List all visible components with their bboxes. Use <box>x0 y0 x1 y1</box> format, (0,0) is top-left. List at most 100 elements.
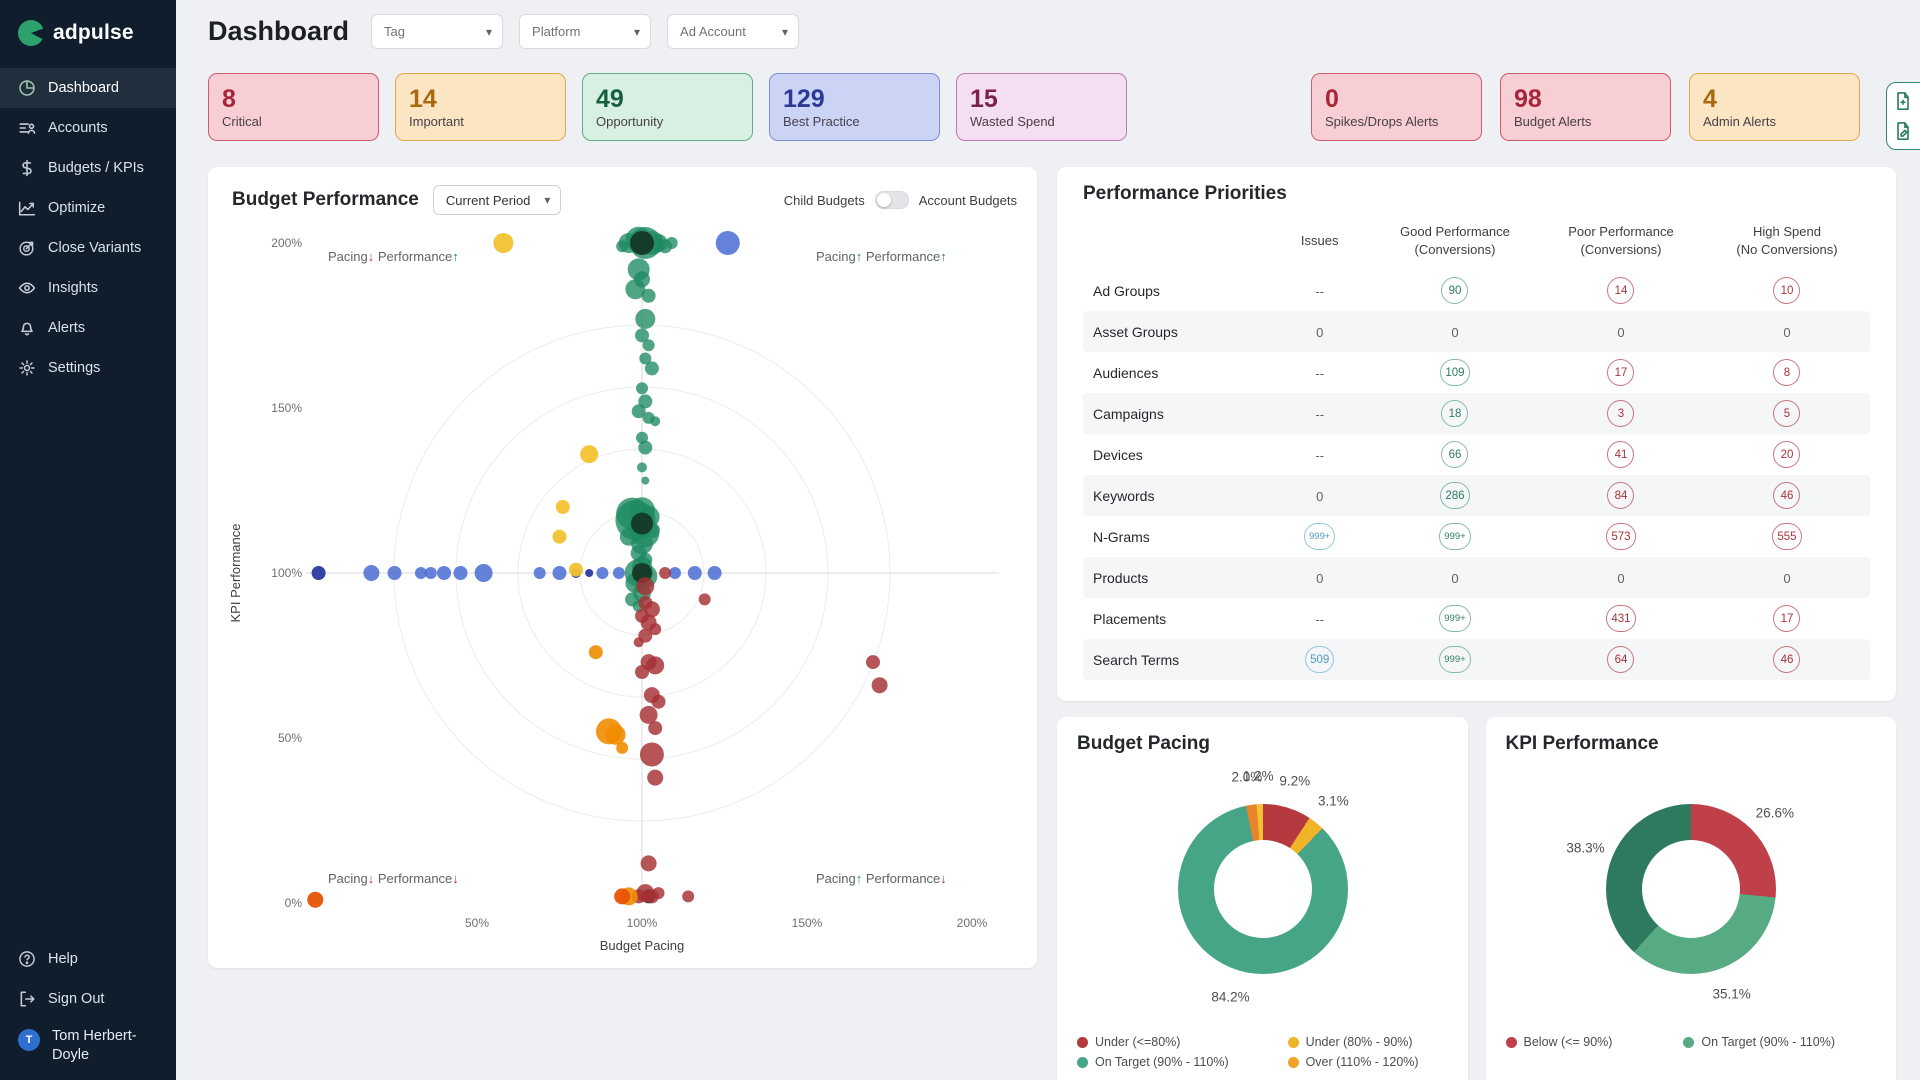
count-badge[interactable]: 999+ <box>1439 523 1471 551</box>
filter-ad-account[interactable]: Ad Account ▾ <box>667 14 800 49</box>
sidebar-item-label: Help <box>48 950 78 967</box>
stat-value: 49 <box>596 84 624 113</box>
count-badge[interactable]: 14 <box>1607 277 1635 305</box>
accounts-icon <box>18 119 36 137</box>
count-badge[interactable]: 84 <box>1607 482 1635 510</box>
count-badge[interactable]: 431 <box>1606 605 1636 633</box>
kpi-performance-title: KPI Performance <box>1505 733 1659 754</box>
cell-value: 0 <box>1451 324 1459 340</box>
count-badge[interactable]: 46 <box>1773 482 1801 510</box>
count-badge[interactable]: 17 <box>1773 605 1801 633</box>
count-badge[interactable]: 999+ <box>1439 605 1471 633</box>
toggle-left-label: Child Budgets <box>783 192 865 208</box>
cell-value: -- <box>1315 447 1325 463</box>
count-badge[interactable]: 10 <box>1773 277 1801 305</box>
count-badge[interactable]: 999+ <box>1439 646 1471 674</box>
table-row: Keywords 0 286 84 46 <box>1083 475 1870 517</box>
cell-value: -- <box>1315 283 1325 299</box>
legend-dot <box>1505 1036 1517 1048</box>
sidebar-item-help[interactable]: Help <box>0 939 176 979</box>
user-row[interactable]: T Tom Herbert-Doyle <box>0 1019 176 1066</box>
count-badge[interactable]: 109 <box>1440 359 1470 387</box>
count-badge[interactable]: 90 <box>1441 277 1469 305</box>
row-label: Ad Groups <box>1093 282 1160 299</box>
sidebar-item-insights[interactable]: Insights <box>0 268 176 308</box>
table-row: Audiences -- 109 17 8 <box>1083 352 1870 393</box>
sidebar-item-label: Settings <box>48 360 101 376</box>
count-badge[interactable]: 3 <box>1607 400 1635 428</box>
slice-percent-label: 26.6% <box>1755 805 1794 821</box>
count-badge[interactable]: 64 <box>1607 646 1635 674</box>
sidebar-item-dashboard[interactable]: Dashboard <box>0 68 176 108</box>
sidebar: adpulse Dashboard Accounts Budgets / KPIs O… <box>0 0 176 1080</box>
count-badge[interactable]: 999+ <box>1304 523 1336 551</box>
main-content: Dashboard Tag ▾ Platform ▾ Ad Account ▾ 8 Crit… <box>176 0 1920 1080</box>
sidebar-item-budgets-kpis[interactable]: Budgets / KPIs <box>0 148 176 188</box>
stat-card-budget-alerts[interactable]: 98 Budget Alerts <box>1500 73 1671 141</box>
filter-label: Tag <box>384 24 405 39</box>
stat-card-important[interactable]: 14 Important <box>395 73 566 141</box>
chevron-down-icon: ▾ <box>634 24 641 39</box>
chevron-down-icon: ▾ <box>486 24 493 39</box>
cell-value: 0 <box>1316 488 1324 504</box>
count-badge[interactable]: 555 <box>1772 523 1802 551</box>
stat-card-best-practice[interactable]: 129 Best Practice <box>769 73 940 141</box>
optimize-icon <box>18 199 36 217</box>
count-badge[interactable]: 509 <box>1305 646 1335 674</box>
count-badge[interactable]: 8 <box>1773 359 1801 387</box>
slice-percent-label: 35.1% <box>1712 986 1751 1002</box>
kpi-performance-card: KPI Performance 26.6% 35.1% 38.3% Below (<… <box>1485 717 1896 1080</box>
cell-value: 0 <box>1316 324 1324 340</box>
period-selector[interactable]: Current Period ▾ <box>432 185 562 215</box>
stat-card-wasted-spend[interactable]: 15 Wasted Spend <box>956 73 1127 141</box>
file-edit-icon[interactable] <box>1893 121 1913 141</box>
budget-toggle-wrap: Child Budgets Account Budgets <box>784 191 1017 209</box>
row-label: Products <box>1093 569 1149 586</box>
budget-scope-toggle[interactable] <box>874 191 909 209</box>
count-badge[interactable]: 66 <box>1441 441 1469 469</box>
sidebar-item-label: Accounts <box>48 120 108 136</box>
slice-percent-label: 3.1% <box>1317 793 1349 809</box>
file-plus-icon[interactable] <box>1893 91 1913 111</box>
count-badge[interactable]: 20 <box>1773 441 1801 469</box>
sidebar-item-label: Budgets / KPIs <box>48 160 144 176</box>
filter-tag[interactable]: Tag ▾ <box>371 14 504 49</box>
count-badge[interactable]: 17 <box>1607 359 1635 387</box>
legend-item: Under (80% - 90%) <box>1287 1035 1448 1049</box>
svg-text:Pacing↓ Performance↓: Pacing↓ Performance↓ <box>328 871 459 886</box>
sidebar-item-alerts[interactable]: Alerts <box>0 308 176 348</box>
budget-pacing-card: Budget Pacing 9.2% 3.1% 84.2% 2.0% 1.2% Unde… <box>1057 717 1468 1080</box>
sidebar-item-accounts[interactable]: Accounts <box>0 108 176 148</box>
count-badge[interactable]: 46 <box>1773 646 1801 674</box>
stat-card-critical[interactable]: 8 Critical <box>208 73 379 141</box>
filter-platform[interactable]: Platform ▾ <box>519 14 652 49</box>
sidebar-item-close-variants[interactable]: Close Variants <box>0 228 176 268</box>
legend-item: Under (<=80%) <box>1077 1035 1258 1049</box>
sidebar-item-settings[interactable]: Settings <box>0 348 176 388</box>
table-row: Asset Groups 0 0 0 0 <box>1083 311 1870 353</box>
cell-value: 0 <box>1451 570 1459 586</box>
toggle-right-label: Account Budgets <box>918 192 1017 208</box>
table-row: Devices -- 66 41 20 <box>1083 434 1870 475</box>
logo: adpulse <box>0 0 176 64</box>
alerts-icon <box>18 319 36 337</box>
count-badge[interactable]: 18 <box>1441 400 1469 428</box>
help-icon <box>18 950 36 968</box>
svg-text:150%: 150% <box>271 401 302 415</box>
sidebar-item-sign-out[interactable]: Sign Out <box>0 979 176 1019</box>
count-badge[interactable]: 286 <box>1440 482 1470 510</box>
count-badge[interactable]: 5 <box>1773 400 1801 428</box>
cell-value: 0 <box>1783 324 1791 340</box>
legend-label: On Target (90% - 110%) <box>1701 1035 1836 1049</box>
sidebar-footer-nav: Help Sign Out <box>0 939 176 1019</box>
stat-card-admin-alerts[interactable]: 4 Admin Alerts <box>1689 73 1860 141</box>
stat-card-spikes-drops-alerts[interactable]: 0 Spikes/Drops Alerts <box>1311 73 1482 141</box>
stat-label: Budget Alerts <box>1514 114 1592 130</box>
count-badge[interactable]: 41 <box>1607 441 1635 469</box>
table-row: Placements -- 999+ 431 17 <box>1083 598 1870 639</box>
column-header: Poor Performance (Conversions) <box>1568 224 1674 257</box>
stat-card-opportunity[interactable]: 49 Opportunity <box>582 73 753 141</box>
sidebar-item-optimize[interactable]: Optimize <box>0 188 176 228</box>
count-badge[interactable]: 573 <box>1606 523 1636 551</box>
stat-value: 98 <box>1514 84 1542 113</box>
